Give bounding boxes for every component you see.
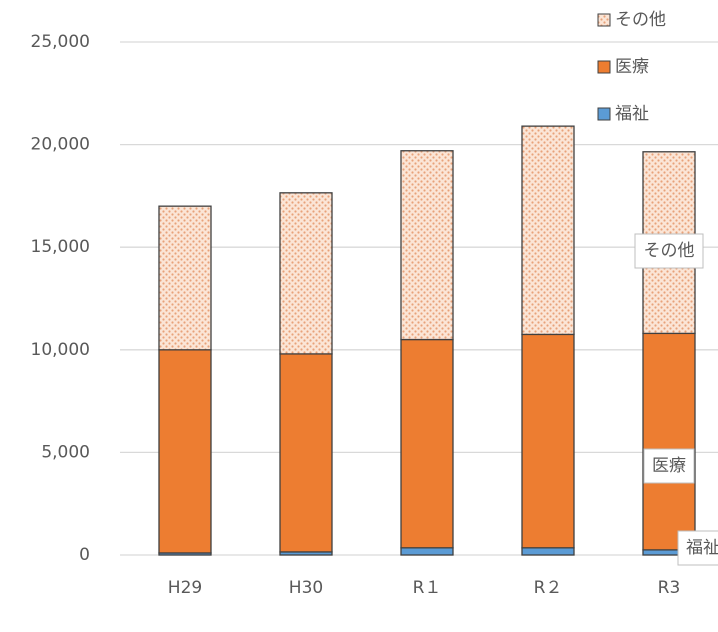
bar-segment — [279, 353, 333, 553]
bar-segment — [279, 192, 333, 355]
y-tick-label: 0 — [79, 545, 90, 565]
y-tick-label: 20,000 — [31, 135, 90, 155]
bar-segment — [521, 547, 575, 556]
callout-box — [643, 448, 695, 484]
x-tick-label: H29 — [168, 578, 202, 598]
bar-segment — [642, 332, 696, 551]
bar-segment — [521, 333, 575, 549]
legend-swatch — [597, 107, 611, 121]
bar-segment — [400, 150, 454, 341]
legend-swatch — [597, 13, 611, 27]
x-tick-label: R２ — [534, 578, 563, 598]
callout-label: その他 — [644, 241, 695, 261]
callout-label: 福祉 — [686, 538, 718, 558]
y-tick-label: 15,000 — [31, 237, 90, 257]
legend-label: 医療 — [615, 57, 649, 77]
callout-label: 医療 — [652, 456, 686, 476]
y-tick-label: 5,000 — [41, 442, 90, 462]
bar-segment — [400, 547, 454, 556]
y-tick-label: 25,000 — [31, 32, 90, 52]
x-tick-label: H30 — [289, 578, 323, 598]
callout-box — [634, 233, 704, 269]
legend-label: 福祉 — [615, 104, 649, 124]
bar-segment — [158, 205, 212, 351]
bar-segment — [158, 349, 212, 554]
callout-box — [677, 530, 718, 566]
bar-segment — [400, 338, 454, 549]
bar-segment — [521, 125, 575, 336]
y-tick-label: 10,000 — [31, 340, 90, 360]
legend-swatch — [597, 60, 611, 74]
legend-label: その他 — [615, 10, 666, 30]
x-tick-label: R１ — [413, 578, 442, 598]
x-tick-label: R3 — [658, 578, 681, 598]
